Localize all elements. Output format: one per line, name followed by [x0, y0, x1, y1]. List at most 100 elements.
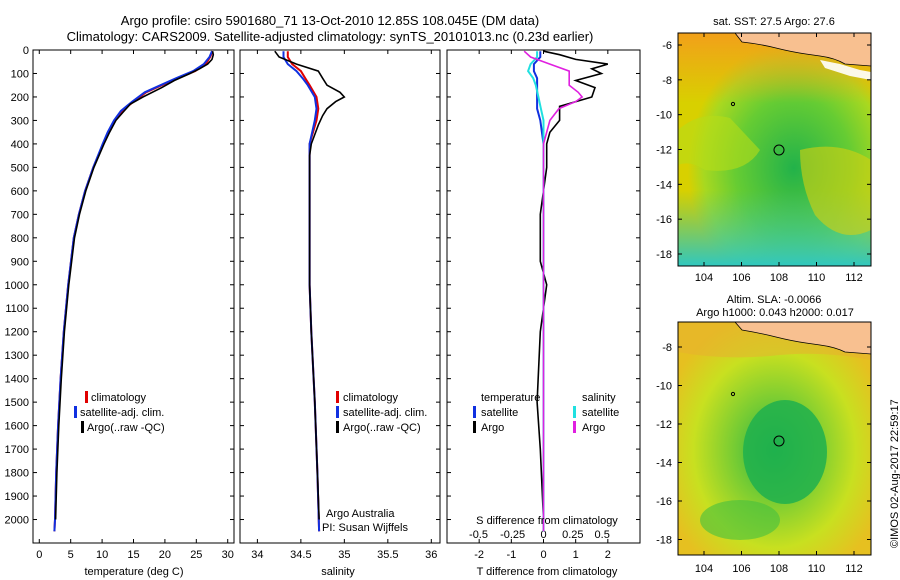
map-lat-tick: -12 — [656, 419, 672, 431]
map-top — [677, 32, 872, 267]
annotation-pi: PI: Susan Wijffels — [322, 522, 408, 534]
x-tick-label: 35.5 — [377, 549, 398, 561]
chart-title-line1: Argo profile: csiro 5901680_71 13-Oct-20… — [120, 13, 540, 28]
map-lon-tick: 104 — [695, 563, 713, 575]
depth-tick-label: 1600 — [5, 421, 29, 433]
temperature-panel — [32, 49, 235, 544]
temperature-xlabel: temperature (deg C) — [84, 566, 183, 578]
x-tick-label: 0 — [36, 549, 42, 561]
legend-sal-argo: Argo(..raw -QC) — [343, 422, 421, 434]
map-lon-tick: 108 — [770, 272, 788, 284]
salinity-xlabel: salinity — [321, 566, 355, 578]
x-tick-label: 0 — [540, 549, 546, 561]
map-lat-tick: -10 — [656, 110, 672, 122]
depth-tick-label: 1900 — [5, 491, 29, 503]
land-java-bottom — [734, 321, 872, 355]
float-position-marker-top — [773, 144, 785, 156]
depth-tick-label: 700 — [11, 209, 29, 221]
difference-legend: temperature salinity satellite satellite… — [473, 392, 619, 434]
series-line-s-argo — [523, 50, 584, 532]
legend-sal-climatology: climatology — [343, 392, 399, 404]
map-lat-tick: -16 — [656, 214, 672, 226]
map-lon-tick: 112 — [845, 563, 863, 575]
depth-tick-label: 1000 — [5, 280, 29, 292]
s-difference-label: S difference from climatology — [476, 515, 618, 527]
x-tick-label: 34.5 — [290, 549, 311, 561]
map-top-title: sat. SST: 27.5 Argo: 27.6 — [713, 16, 835, 28]
salinity-panel — [239, 49, 441, 544]
depth-tick-label: 100 — [11, 68, 29, 80]
map-lat-tick: -14 — [656, 458, 672, 470]
map-lat-tick: -8 — [662, 75, 672, 87]
x-tick-label: -1 — [506, 549, 516, 561]
legend-sal-satellite: satellite-adj. clim. — [343, 407, 427, 419]
land-java-top — [734, 32, 872, 67]
s-tick-label: -0.25 — [500, 529, 525, 541]
legend-diff-s-argo: Argo — [582, 422, 605, 434]
series-line-s-satellite — [526, 51, 545, 532]
legend-diff-temperature: temperature — [481, 392, 540, 404]
map-lat-tick: -14 — [656, 179, 672, 191]
annotation-argo-australia: Argo Australia — [326, 508, 395, 520]
depth-tick-label: 500 — [11, 162, 29, 174]
map-lon-tick: 108 — [770, 563, 788, 575]
legend-diff-s-satellite: satellite — [582, 407, 619, 419]
map-lon-tick: 104 — [695, 272, 713, 284]
map-lat-tick: -8 — [662, 342, 672, 354]
map-lat-tick: -18 — [656, 535, 672, 547]
map-bottom-title1: Altim. SLA: -0.0066 — [727, 294, 822, 306]
series-line-t-argo — [536, 50, 609, 520]
depth-tick-label: 1700 — [5, 444, 29, 456]
legend-diff-t-argo: Argo — [481, 422, 504, 434]
s-tick-label: -0.5 — [469, 529, 488, 541]
imos-timestamp: ©IMOS 02-Aug-2017 22:59:17 — [889, 399, 900, 548]
map-lat-tick: -18 — [656, 249, 672, 261]
salinity-legend: climatology satellite-adj. clim. Argo(..… — [336, 391, 427, 434]
s-tick-label: 0 — [540, 529, 546, 541]
x-tick-label: 5 — [68, 549, 74, 561]
map-lon-tick: 106 — [732, 563, 750, 575]
s-tick-label: 0.5 — [595, 529, 610, 541]
x-tick-label: 2 — [605, 549, 611, 561]
series-line-argo-raw-qc- — [274, 50, 346, 520]
depth-tick-label: 200 — [11, 92, 29, 104]
depth-tick-label: 1800 — [5, 468, 29, 480]
map-lon-tick: 106 — [732, 272, 750, 284]
x-tick-label: 20 — [159, 549, 171, 561]
map-bottom — [677, 321, 872, 556]
depth-tick-label: 1100 — [5, 303, 29, 315]
temperature-legend: climatology satellite-adj. clim. Argo(..… — [74, 391, 165, 434]
legend-temp-climatology: climatology — [91, 392, 147, 404]
map-lat-tick: -6 — [662, 40, 672, 52]
depth-tick-label: 1400 — [5, 374, 29, 386]
float-position-marker-bottom — [773, 435, 785, 447]
map-lat-tick: -12 — [656, 145, 672, 157]
depth-tick-label: 900 — [11, 256, 29, 268]
x-tick-label: 10 — [96, 549, 108, 561]
x-tick-label: 34 — [251, 549, 263, 561]
depth-tick-label: 800 — [11, 233, 29, 245]
x-tick-label: 35 — [338, 549, 350, 561]
x-tick-label: 25 — [190, 549, 202, 561]
depth-tick-label: 400 — [11, 139, 29, 151]
series-line-t-satellite — [532, 51, 545, 532]
map-lon-tick: 110 — [808, 563, 826, 575]
depth-tick-label: 1500 — [5, 397, 29, 409]
depth-tick-label: 2000 — [5, 515, 29, 527]
x-tick-label: -2 — [474, 549, 484, 561]
map-lat-tick: -10 — [656, 381, 672, 393]
legend-temp-satellite: satellite-adj. clim. — [80, 407, 164, 419]
depth-tick-label: 0 — [23, 45, 29, 57]
t-difference-label: T difference from climatology — [477, 566, 618, 578]
map-lon-tick: 110 — [808, 272, 826, 284]
x-tick-label: 30 — [222, 549, 234, 561]
depth-tick-label: 300 — [11, 115, 29, 127]
depth-tick-label: 600 — [11, 186, 29, 198]
s-tick-label: 0.25 — [562, 529, 583, 541]
legend-diff-t-satellite: satellite — [481, 407, 518, 419]
depth-tick-label: 1200 — [5, 327, 29, 339]
legend-temp-argo: Argo(..raw -QC) — [87, 422, 165, 434]
map-lat-tick: -16 — [656, 496, 672, 508]
x-tick-label: 1 — [573, 549, 579, 561]
